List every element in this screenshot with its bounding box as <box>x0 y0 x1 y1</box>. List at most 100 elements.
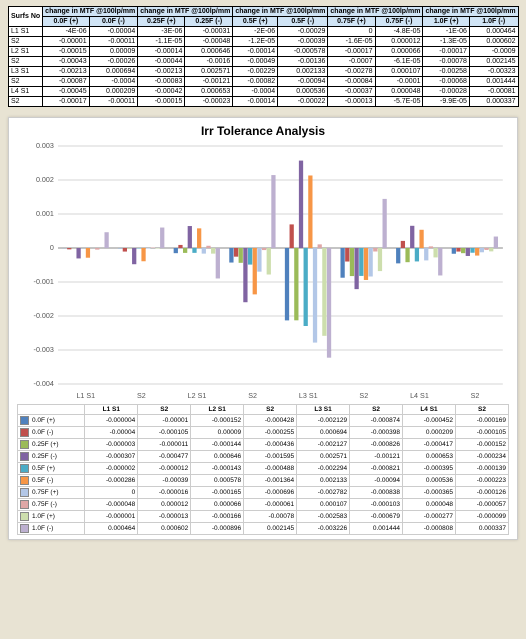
legend-row: 0.25F (+)-0.000003-0.000011-0.000144-0.0… <box>18 439 509 451</box>
mtf-value: 0.002145 <box>469 57 518 67</box>
mtf-value: -0.00049 <box>233 57 278 67</box>
bar <box>262 248 266 250</box>
legend-value: -0.003226 <box>297 523 350 535</box>
y-tick-label: 0.002 <box>36 176 54 184</box>
mtf-value: -0.0009 <box>469 47 518 57</box>
series-label: 0.25F (+) <box>18 439 85 451</box>
y-tick-label: -0.003 <box>34 346 54 354</box>
legend-row: 0.0F (+)-0.000004-0.00001-0.000152-0.000… <box>18 415 509 427</box>
bar <box>350 248 354 276</box>
legend-value: -0.000223 <box>455 475 508 487</box>
y-tick-label: -0.001 <box>34 278 54 286</box>
y-tick-label: 0.001 <box>36 210 54 218</box>
bar <box>378 248 382 271</box>
mtf-value: -1.1E-05 <box>138 37 185 47</box>
legend-value: -0.000003 <box>85 439 138 451</box>
legend-value: -0.000679 <box>350 511 403 523</box>
legend-value: -0.002583 <box>297 511 350 523</box>
mtf-value: -2E-06 <box>233 27 278 37</box>
bar <box>484 248 488 250</box>
legend-value: -0.000152 <box>191 415 244 427</box>
mtf-value: -4E-06 <box>43 27 89 37</box>
table-row: L2 S1-0.000150.00009-0.000140.000646-0.0… <box>9 47 519 57</box>
bar <box>304 248 308 326</box>
bar <box>438 248 442 275</box>
series-swatch-icon <box>20 464 29 473</box>
mtf-value: -0.00136 <box>278 57 328 67</box>
mtf-value: -0.00323 <box>469 67 518 77</box>
bar <box>383 199 387 248</box>
mtf-value: -0.00028 <box>423 87 469 97</box>
table-row: L4 S1-0.000450.000209-0.000420.000653-0.… <box>9 87 519 97</box>
legend-value: -0.000696 <box>244 487 297 499</box>
bar <box>197 228 201 248</box>
x-category-label: L2 S1 <box>188 392 207 400</box>
legend-value: -0.000234 <box>455 451 508 463</box>
legend-value: -0.000488 <box>244 463 297 475</box>
legend-row: 0.5F (-)-0.000286-0.000390.000578-0.0013… <box>18 475 509 487</box>
group-header-2: change in MTF @100lp/mm <box>233 7 328 17</box>
field-col-header: 0.75F (-) <box>375 17 423 27</box>
mtf-value: 0.000536 <box>278 87 328 97</box>
x-category-label: S2 <box>248 392 257 400</box>
bar <box>494 237 498 248</box>
legend-row: 1.0F (+)-0.000001-0.000013-0.000166-0.00… <box>18 511 509 523</box>
y-tick-label: -0.002 <box>34 312 54 320</box>
series-label: 1.0F (-) <box>18 523 85 535</box>
field-col-header: 0.0F (+) <box>43 17 89 27</box>
bar <box>86 248 90 258</box>
bar <box>456 248 460 252</box>
bar <box>466 248 470 256</box>
bar <box>461 248 465 253</box>
mtf-value: -0.00121 <box>185 77 233 87</box>
bar <box>369 248 373 276</box>
bar <box>340 248 344 278</box>
y-tick-label: 0 <box>50 244 54 252</box>
legend-value: 0.000012 <box>138 499 191 511</box>
mtf-value: -0.00081 <box>469 87 518 97</box>
legend-value: -0.000002 <box>85 463 138 475</box>
surf-label: S2 <box>9 37 43 47</box>
mtf-value: 0.000602 <box>469 37 518 47</box>
table-row: S2-0.00043-0.00026-0.00044-0.0016-0.0004… <box>9 57 519 67</box>
mtf-value: -6.1E-05 <box>375 57 423 67</box>
series-swatch-icon <box>20 488 29 497</box>
bar <box>160 228 164 248</box>
legend-value: -0.000004 <box>85 415 138 427</box>
legend-value: -0.000255 <box>244 427 297 439</box>
group-header-4: change in MTF @100lp/mm <box>423 7 518 17</box>
mtf-value: -0.0004 <box>233 87 278 97</box>
legend-row: 0.25F (-)-0.000307-0.0004770.000646-0.00… <box>18 451 509 463</box>
bar <box>285 248 289 320</box>
bar <box>475 248 479 256</box>
legend-value: -0.000436 <box>244 439 297 451</box>
legend-value: -0.000826 <box>350 439 403 451</box>
blank-corner <box>18 405 85 415</box>
legend-value: -0.002294 <box>297 463 350 475</box>
legend-value: -0.000874 <box>350 415 403 427</box>
bar <box>257 248 261 272</box>
surf-label: S2 <box>9 77 43 87</box>
legend-col-header: L2 S1 <box>191 405 244 415</box>
bar <box>239 248 243 263</box>
surf-label: L4 S1 <box>9 87 43 97</box>
bar <box>202 248 206 254</box>
legend-value: -0.000139 <box>455 463 508 475</box>
field-col-header: 0.5F (-) <box>278 17 328 27</box>
x-category-label: S2 <box>471 392 480 400</box>
bar <box>470 248 474 253</box>
table-row: S2-0.00087-0.0004-0.00083-0.00121-0.0008… <box>9 77 519 87</box>
bar <box>480 248 484 252</box>
bar <box>234 248 238 257</box>
legend-value: -0.002127 <box>297 439 350 451</box>
legend-value: 0.000536 <box>403 475 456 487</box>
legend-value: -0.000166 <box>191 511 244 523</box>
legend-value: -0.000143 <box>191 463 244 475</box>
mtf-value: -4.8E-05 <box>375 27 423 37</box>
mtf-value: -0.00082 <box>233 77 278 87</box>
legend-value: 0.000653 <box>403 451 456 463</box>
legend-value: -0.000001 <box>85 511 138 523</box>
legend-row: 0.75F (-)-0.0000480.0000120.000066-0.000… <box>18 499 509 511</box>
mtf-value: 0.00009 <box>89 47 138 57</box>
bar <box>345 248 349 262</box>
